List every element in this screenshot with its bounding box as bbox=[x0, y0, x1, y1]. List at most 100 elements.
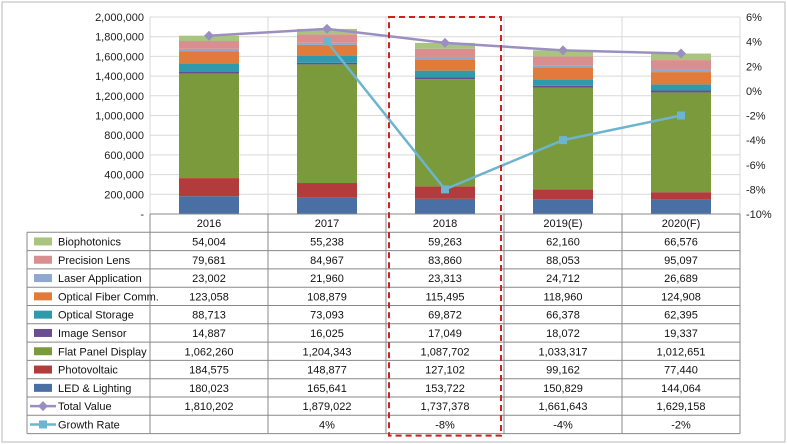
total-value-marker bbox=[676, 48, 686, 59]
bar-segment bbox=[533, 189, 593, 200]
bar-segment bbox=[533, 67, 593, 80]
table-cell: 1,062,260 bbox=[185, 346, 234, 358]
bar-segment bbox=[651, 84, 711, 91]
legend-marker bbox=[39, 420, 47, 429]
table-cell: 144,064 bbox=[661, 383, 701, 395]
bar-segment bbox=[179, 51, 239, 64]
legend-swatch bbox=[34, 383, 52, 392]
y-right-tick-label: -6% bbox=[746, 160, 766, 172]
y-left-tick-label: 1,200,000 bbox=[95, 91, 144, 103]
y-right-tick-label: 4% bbox=[746, 37, 762, 49]
bar-segment bbox=[179, 41, 239, 49]
category-label: 2019(E) bbox=[543, 218, 582, 230]
table-row-label: Optical Storage bbox=[58, 310, 134, 322]
bar-segment bbox=[415, 70, 475, 78]
table-cell: 95,097 bbox=[664, 255, 698, 267]
y-right-tick-label: 0% bbox=[746, 86, 762, 98]
table-cell: 14,887 bbox=[192, 328, 226, 340]
table-cell: 108,879 bbox=[307, 291, 347, 303]
table-cell: 18,072 bbox=[546, 328, 580, 340]
table-cell: 148,877 bbox=[307, 365, 347, 377]
table-cell: 1,737,378 bbox=[421, 401, 470, 413]
bar-segment bbox=[179, 196, 239, 214]
bar-segment bbox=[415, 56, 475, 60]
table-cell: 1,087,702 bbox=[421, 346, 470, 358]
y-left-tick-label: - bbox=[140, 209, 144, 221]
bar-segment bbox=[651, 60, 711, 70]
table-cell: 19,337 bbox=[664, 328, 698, 340]
growth-rate-marker bbox=[323, 37, 331, 46]
y-left-tick-label: 1,800,000 bbox=[95, 32, 144, 44]
bar-segment bbox=[179, 178, 239, 197]
table-cell: 1,629,158 bbox=[657, 401, 706, 413]
table-cell: 62,395 bbox=[664, 310, 698, 322]
y-right-tick-label: 6% bbox=[746, 12, 762, 24]
table-cell: 54,004 bbox=[192, 236, 226, 248]
table-cell: 99,162 bbox=[546, 365, 580, 377]
bar-segment bbox=[651, 72, 711, 85]
y-left-tick-label: 800,000 bbox=[104, 130, 144, 142]
table-cell: 153,722 bbox=[425, 383, 465, 395]
table-row-label: Laser Application bbox=[58, 273, 142, 285]
table-row-label: Precision Lens bbox=[58, 255, 131, 267]
y-right-tick-label: -2% bbox=[746, 111, 766, 123]
table-cell: 66,576 bbox=[664, 236, 698, 248]
legend-swatch bbox=[34, 328, 52, 337]
bar-segment bbox=[651, 199, 711, 214]
y-right-tick-label: -10% bbox=[746, 209, 772, 221]
table-cell: 24,712 bbox=[546, 273, 580, 285]
table-cell: 150,829 bbox=[543, 383, 583, 395]
y-left-tick-label: 1,400,000 bbox=[95, 71, 144, 83]
bar-segment bbox=[651, 69, 711, 73]
table-cell: 84,967 bbox=[310, 255, 344, 267]
legend-swatch bbox=[34, 292, 52, 301]
table-row-label: Image Sensor bbox=[58, 328, 127, 340]
y-left-tick-label: 400,000 bbox=[104, 170, 144, 182]
table-row-label: Optical Fiber Comm. bbox=[58, 291, 159, 303]
bar-segment bbox=[297, 64, 357, 184]
table-cell: -2% bbox=[671, 419, 691, 431]
table-cell: 1,204,343 bbox=[303, 346, 352, 358]
highlight-box bbox=[388, 16, 502, 437]
table-row-label: Flat Panel Display bbox=[58, 346, 147, 358]
bar-segment bbox=[297, 55, 357, 63]
table-row-label: Growth Rate bbox=[58, 419, 120, 431]
table-cell: 77,440 bbox=[664, 365, 698, 377]
table-cell: 62,160 bbox=[546, 236, 580, 248]
table-cell: 4% bbox=[319, 419, 335, 431]
table-cell: 73,093 bbox=[310, 310, 344, 322]
table-cell: 26,689 bbox=[664, 273, 698, 285]
bar-segment bbox=[533, 199, 593, 214]
table-row-label: Biophotonics bbox=[58, 236, 121, 248]
table-row-label: Total Value bbox=[58, 401, 112, 413]
category-label: 2017 bbox=[315, 218, 339, 230]
bar-segment bbox=[179, 63, 239, 72]
table-cell: -8% bbox=[435, 419, 455, 431]
bar-segment bbox=[651, 192, 711, 200]
y-left-tick-label: 2,000,000 bbox=[95, 12, 144, 24]
table-cell: 124,908 bbox=[661, 291, 701, 303]
bar-segment bbox=[533, 85, 593, 88]
y-right-tick-label: -4% bbox=[746, 135, 766, 147]
y-left-tick-label: 200,000 bbox=[104, 189, 144, 201]
bar-segment bbox=[651, 92, 711, 193]
table-cell: 1,810,202 bbox=[185, 401, 234, 413]
table-cell: 79,681 bbox=[192, 255, 226, 267]
y-right-tick-label: 2% bbox=[746, 61, 762, 73]
legend-swatch bbox=[34, 347, 52, 356]
table-cell: 83,860 bbox=[428, 255, 462, 267]
table-cell: 16,025 bbox=[310, 328, 344, 340]
legend-marker bbox=[38, 401, 48, 412]
growth-rate-line bbox=[326, 40, 682, 191]
bar-segment bbox=[297, 62, 357, 65]
bar-segment bbox=[179, 71, 239, 74]
legend-swatch bbox=[34, 310, 52, 319]
table-cell: 165,641 bbox=[307, 383, 347, 395]
y-right-tick-label: -8% bbox=[746, 184, 766, 196]
table-cell: 1,012,651 bbox=[657, 346, 706, 358]
bar-segment bbox=[533, 79, 593, 86]
bar-segment bbox=[297, 197, 357, 214]
growth-rate-marker bbox=[559, 136, 567, 145]
bar-segment bbox=[415, 79, 475, 187]
